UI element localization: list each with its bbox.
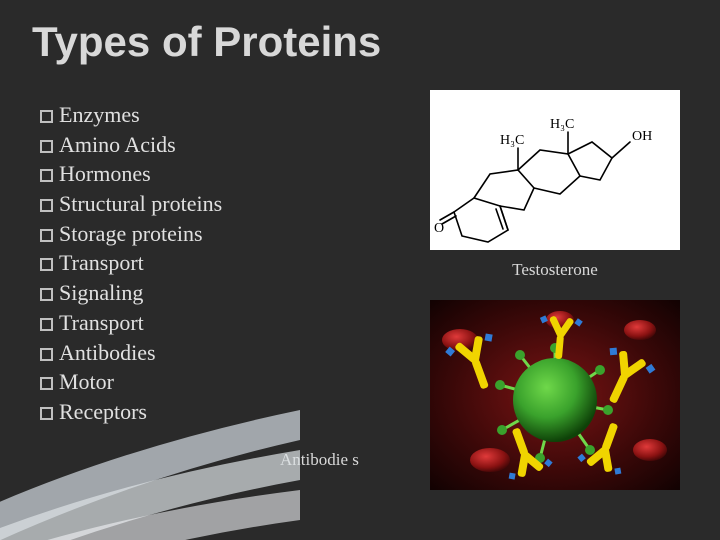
molecule-icon: O H₃C H₃C OH xyxy=(430,90,680,250)
list-item-label: Transport xyxy=(59,250,144,275)
list-item-label: Structural proteins xyxy=(59,191,222,216)
list-item: Motor xyxy=(40,367,340,397)
list-item: Antibodies xyxy=(40,338,340,368)
bullet-icon xyxy=(40,169,53,182)
page-title: Types of Proteins xyxy=(32,18,381,66)
antibody-icon xyxy=(430,300,680,490)
label-ch3-a: H₃C xyxy=(550,117,574,132)
list-item: Amino Acids xyxy=(40,130,340,160)
figure-antibodies xyxy=(430,300,680,490)
bullet-icon xyxy=(40,348,53,361)
label-o: O xyxy=(434,221,444,236)
list-item-label: Signaling xyxy=(59,280,143,305)
list-item: Receptors xyxy=(40,397,340,427)
list-item-label: Transport xyxy=(59,310,144,335)
bullet-icon xyxy=(40,229,53,242)
list-item-label: Hormones xyxy=(59,161,151,186)
bullet-icon xyxy=(40,199,53,212)
list-item: Structural proteins xyxy=(40,189,340,219)
bullet-icon xyxy=(40,110,53,123)
bullet-icon xyxy=(40,377,53,390)
list-item: Storage proteins xyxy=(40,219,340,249)
bullet-icon xyxy=(40,140,53,153)
list-item-label: Amino Acids xyxy=(59,132,176,157)
list-item-label: Enzymes xyxy=(59,102,140,127)
label-ch3-b: H₃C xyxy=(500,133,524,148)
list-item: Hormones xyxy=(40,159,340,189)
bullet-icon xyxy=(40,258,53,271)
protein-list: Enzymes Amino Acids Hormones Structural … xyxy=(40,100,340,427)
list-item-label: Antibodies xyxy=(59,340,156,365)
bullet-icon xyxy=(40,288,53,301)
list-item-label: Storage proteins xyxy=(59,221,203,246)
list-item: Transport xyxy=(40,308,340,338)
list-item-label: Receptors xyxy=(59,399,147,424)
list-item: Transport xyxy=(40,248,340,278)
list-item-label: Motor xyxy=(59,369,114,394)
list-item: Enzymes xyxy=(40,100,340,130)
bullet-icon xyxy=(40,407,53,420)
figure-testosterone: O H₃C H₃C OH xyxy=(430,90,680,250)
bullet-icon xyxy=(40,318,53,331)
caption-antibodies: Antibodie s xyxy=(280,450,375,470)
label-oh: OH xyxy=(632,129,652,144)
list-item: Signaling xyxy=(40,278,340,308)
caption-testosterone: Testosterone xyxy=(430,260,680,280)
